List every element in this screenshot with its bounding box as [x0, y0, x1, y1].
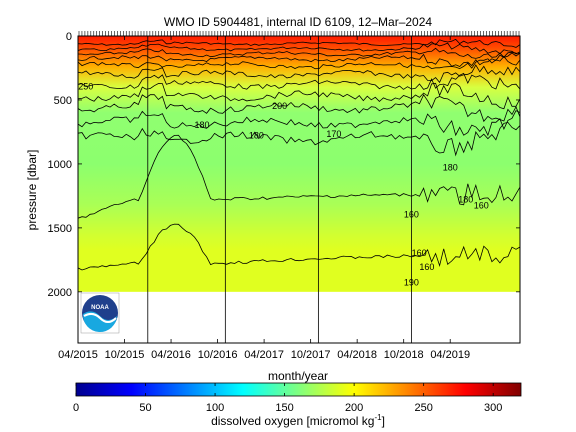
- colorbar-tick-label: 100: [206, 402, 224, 414]
- y-tick-label: 500: [54, 95, 72, 107]
- colorbar-label: dissolved oxygen [micromol kg-1]: [211, 413, 385, 428]
- contour-label: 200: [272, 101, 287, 111]
- contour-line: [78, 93, 520, 123]
- contour-label: 250: [78, 82, 93, 92]
- colorbar-label-sup: -1: [374, 413, 382, 422]
- colorbar-label-main: dissolved oxygen [micromol kg: [211, 414, 374, 428]
- profile-date-lines: [147, 36, 412, 343]
- contour-line: [78, 52, 520, 67]
- colorbar-gradient: [75, 382, 522, 397]
- noaa-logo-text: NOAA: [91, 305, 109, 311]
- plot-frame: [77, 35, 521, 344]
- contour-label: 180: [458, 194, 473, 204]
- contour-line: [78, 55, 520, 70]
- contour-line: [78, 38, 520, 48]
- y-tick-label: 1000: [48, 159, 72, 171]
- y-tick-label: 2000: [48, 287, 72, 299]
- x-tick-label: 04/2019: [430, 349, 470, 361]
- contour-line: [78, 110, 520, 137]
- colorbar-tick-label: 150: [275, 402, 293, 414]
- x-tick-label: 04/2015: [58, 349, 98, 361]
- contour-line: [78, 72, 520, 90]
- contour-label: 160: [412, 248, 427, 258]
- contour-label: 160: [474, 201, 489, 211]
- y-tick-label: 0: [66, 31, 72, 43]
- contour-label: 180: [249, 130, 264, 140]
- y-axis-label: pressure [dbar]: [25, 150, 39, 231]
- x-tick-label: 10/2015: [105, 349, 145, 361]
- contour-line: [78, 42, 520, 55]
- contour-line: [78, 64, 520, 84]
- contour-label: 160: [419, 262, 434, 272]
- oxygen-field-fill: [78, 36, 520, 292]
- contour-line: [78, 121, 520, 157]
- x-tick-label: 10/2016: [198, 349, 238, 361]
- x-tick-label: 10/2018: [384, 349, 424, 361]
- colorbar-tick-label: 200: [345, 402, 363, 414]
- contour-line: [78, 223, 520, 271]
- colorbar-tick-label: 300: [484, 402, 502, 414]
- contour-line: [78, 47, 520, 59]
- y-tick-label: 1500: [48, 223, 72, 235]
- colorbar-tick-label: 0: [73, 402, 79, 414]
- contour-label: 180: [195, 120, 210, 130]
- contour-label: 170: [326, 129, 341, 139]
- chart-title: WMO ID 5904481, internal ID 6109, 12–Mar…: [164, 15, 432, 29]
- contour-line: [78, 82, 520, 110]
- contour-lines: [78, 38, 520, 271]
- noaa-logo: NOAA: [80, 292, 120, 334]
- colorbar-tick-label: 250: [414, 402, 432, 414]
- x-axis-label: month/year: [268, 369, 328, 383]
- colorbar: 0 50 100 150 200 250 300 dissolved oxygen [mic…: [73, 382, 522, 428]
- colorbar-tick-label: 50: [139, 402, 151, 414]
- x-tick-label: 10/2017: [291, 349, 331, 361]
- x-tick-label: 04/2017: [244, 349, 284, 361]
- colorbar-label-end: ]: [382, 414, 385, 428]
- x-axis: 04/2015 10/2015 04/2016 10/2016 04/2017 10/20…: [58, 36, 470, 361]
- colorbar-ticks: 0 50 100 150 200 250 300: [73, 383, 502, 414]
- y-axis: 0 500 1000 1500 2000: [48, 31, 520, 299]
- contour-label: 180: [443, 162, 458, 172]
- contour-line: [78, 134, 520, 219]
- x-tick-label: 04/2016: [151, 349, 191, 361]
- profile-ticks: [78, 31, 520, 36]
- x-tick-label: 04/2018: [337, 349, 377, 361]
